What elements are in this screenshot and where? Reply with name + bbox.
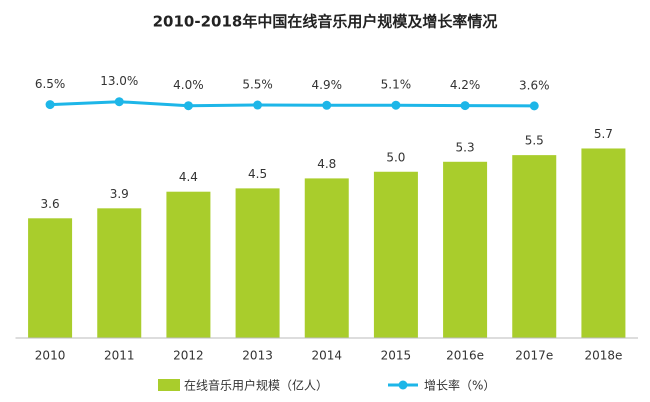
x-tick-label: 2010 — [35, 349, 66, 363]
line-point — [529, 101, 539, 111]
data-label: 4.4 — [179, 170, 198, 184]
line-point — [460, 101, 470, 111]
bar — [166, 191, 211, 338]
data-label: 13.0% — [100, 74, 138, 88]
x-tick-label: 2012 — [173, 349, 204, 363]
line-point — [114, 97, 124, 107]
x-tick-label: 2014 — [311, 349, 342, 363]
line-point — [253, 100, 263, 110]
data-label: 5.7 — [594, 127, 613, 141]
data-label: 5.0 — [386, 150, 405, 164]
bar — [304, 178, 349, 338]
legend-label: 在线音乐用户规模（亿人） — [184, 378, 328, 393]
bar — [373, 171, 418, 338]
data-label: 5.3 — [456, 140, 475, 154]
legend-swatch — [398, 380, 408, 390]
data-label: 3.9 — [110, 187, 129, 201]
data-label: 4.5 — [248, 167, 267, 181]
x-tick-label: 2018e — [584, 349, 622, 363]
x-tick-label: 2016e — [446, 349, 484, 363]
legend-swatch — [158, 379, 180, 391]
bar — [235, 188, 280, 338]
x-tick-label: 2017e — [515, 349, 553, 363]
chart-title: 2010-2018年中国在线音乐用户规模及增长率情况 — [153, 13, 498, 31]
bar — [512, 155, 557, 338]
data-label: 3.6% — [519, 78, 550, 92]
data-label: 4.2% — [450, 78, 481, 92]
bar — [97, 208, 142, 338]
x-tick-label: 2013 — [242, 349, 273, 363]
bar — [28, 218, 73, 338]
line-point — [391, 100, 401, 110]
data-label: 4.0% — [173, 78, 204, 92]
line-point — [45, 100, 55, 110]
data-label: 5.1% — [381, 78, 412, 92]
data-label: 6.5% — [35, 77, 66, 91]
line-point — [183, 101, 193, 111]
x-tick-label: 2011 — [104, 349, 135, 363]
line-point — [322, 100, 332, 110]
bar — [443, 161, 488, 338]
line — [50, 100, 535, 108]
legend-label: 增长率（%） — [424, 378, 495, 393]
bar — [581, 148, 626, 338]
data-label: 3.6 — [41, 197, 60, 211]
data-label: 5.5 — [525, 134, 544, 148]
data-label: 4.9% — [312, 78, 343, 92]
x-tick-label: 2015 — [381, 349, 412, 363]
data-label: 5.5% — [242, 78, 273, 92]
data-label: 4.8 — [317, 157, 336, 171]
